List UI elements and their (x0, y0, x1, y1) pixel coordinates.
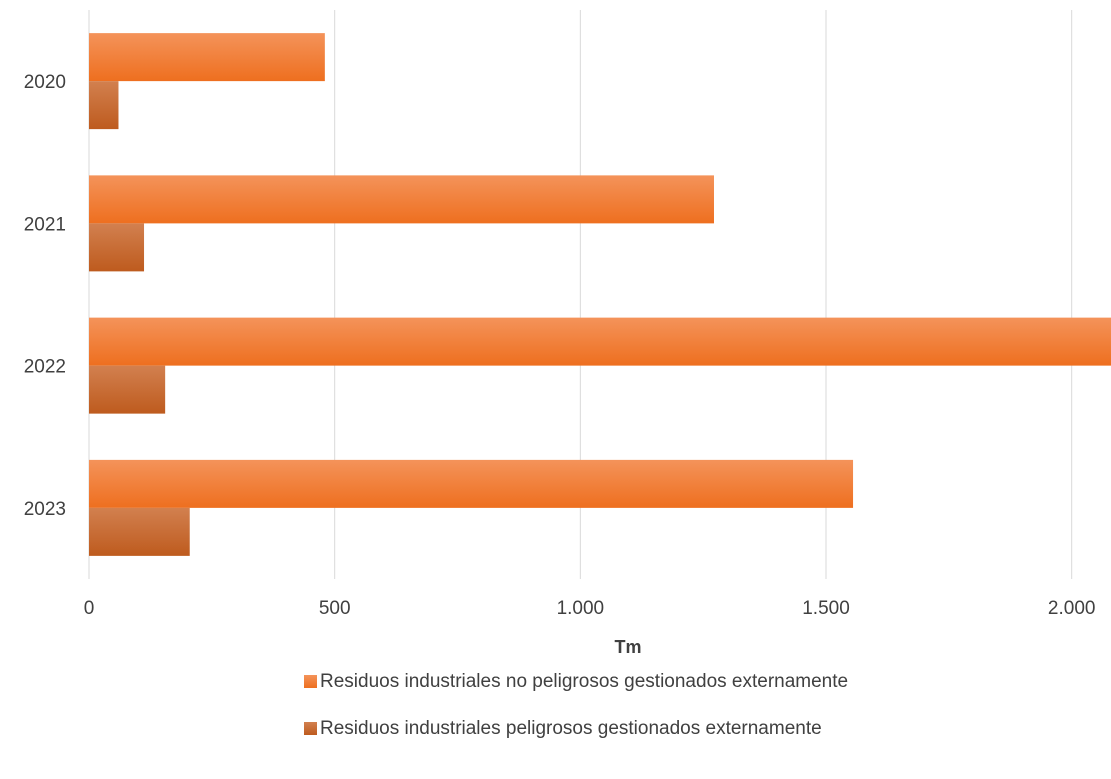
bar-2020-series-1 (89, 81, 119, 130)
bar-2021-series-1 (89, 223, 145, 272)
bar-2022-series-0 (89, 317, 1111, 366)
x-tick-label: 1.500 (802, 598, 850, 619)
y-axis-labels: 2020 2021 2022 2023 (24, 72, 66, 520)
legend: Residuos industriales no peligrosos gest… (304, 671, 848, 739)
bar-2023-series-1 (89, 507, 190, 556)
legend-swatch-0 (304, 675, 317, 688)
x-tick-label: 2.000 (1048, 598, 1096, 619)
legend-label-0: Residuos industriales no peligrosos gest… (320, 671, 848, 692)
bar-2021-series-0 (89, 175, 714, 224)
x-tick-label: 0 (84, 598, 95, 619)
x-tick-label: 1.000 (557, 598, 605, 619)
y-tick-label-2021: 2021 (24, 214, 66, 235)
bars (89, 33, 1111, 556)
y-tick-label-2020: 2020 (24, 72, 66, 93)
x-axis-labels: 0 500 1.000 1.500 2.000 (84, 598, 1096, 619)
y-tick-label-2023: 2023 (24, 499, 66, 520)
bar-2023-series-0 (89, 459, 854, 508)
x-tick-label: 500 (319, 598, 351, 619)
y-tick-label-2022: 2022 (24, 357, 66, 378)
x-axis-title: Tm (615, 637, 642, 657)
legend-swatch-1 (304, 722, 317, 735)
legend-label-1: Residuos industriales peligrosos gestion… (320, 718, 822, 739)
bar-2022-series-1 (89, 365, 166, 414)
bar-2020-series-0 (89, 33, 325, 82)
